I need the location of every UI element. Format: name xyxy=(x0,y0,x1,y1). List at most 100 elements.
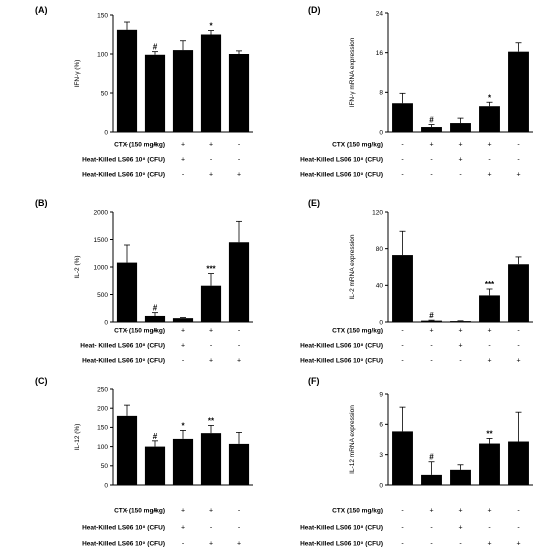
treatment-sign: + xyxy=(237,358,241,365)
y-tick-label: 150 xyxy=(97,425,108,432)
treatment-sign: + xyxy=(458,328,462,335)
y-tick-label: 16 xyxy=(376,50,384,57)
panel-label: (D) xyxy=(308,5,321,15)
treatment-sign: + xyxy=(237,541,241,548)
treatment-sign: + xyxy=(516,541,520,548)
treatment-sign: - xyxy=(126,343,129,350)
treatment-sign: - xyxy=(238,508,241,515)
treatment-sign: + xyxy=(458,157,462,164)
bar xyxy=(116,415,138,485)
bar xyxy=(116,262,138,322)
treatment-sign: - xyxy=(459,172,462,179)
treatment-sign: + xyxy=(487,172,491,179)
y-tick-label: 0 xyxy=(104,319,108,326)
bar xyxy=(392,431,413,485)
treatment-sign: - xyxy=(238,525,241,532)
treatment-sign: + xyxy=(487,541,491,548)
treatment-label: Heat-Killed LS06 10⁸ (CFU) xyxy=(300,525,383,532)
y-tick-label: 200 xyxy=(97,406,108,413)
treatment-sign: + xyxy=(458,508,462,515)
bar xyxy=(172,318,194,322)
treatment-sign: - xyxy=(154,172,157,179)
treatment-sign: - xyxy=(210,157,213,164)
treatment-sign: - xyxy=(517,525,520,532)
treatment-sign: + xyxy=(181,142,185,149)
treatment-sign: + xyxy=(209,508,213,515)
y-axis-label: IL-12 (%) xyxy=(74,424,81,451)
treatment-sign: + xyxy=(429,328,433,335)
panel-label: (B) xyxy=(35,198,48,208)
treatment-sign: - xyxy=(126,157,129,164)
bar xyxy=(479,106,500,132)
treatment-sign: - xyxy=(126,142,129,149)
bar xyxy=(508,51,529,132)
treatment-sign: - xyxy=(401,157,404,164)
significance-marker: ** xyxy=(208,416,215,425)
treatment-label: CTX (150 mg/kg) xyxy=(114,328,165,335)
treatment-label: CTX (150 mg/kg) xyxy=(114,142,165,149)
treatment-sign: - xyxy=(238,328,241,335)
treatment-sign: - xyxy=(430,358,433,365)
treatment-label: Heat- Killed LS06 10⁸ (CFU) xyxy=(80,343,165,350)
treatment-sign: + xyxy=(209,328,213,335)
panel-E: (E) 0 40 80 120 IL-2 mRNA expression # *** CTX (… xyxy=(300,198,533,365)
treatment-label: Heat-Killed LS06 10⁹ (CFU) xyxy=(82,358,165,365)
treatment-sign: + xyxy=(181,343,185,350)
panel-label: (C) xyxy=(35,376,48,386)
bar xyxy=(450,321,471,322)
y-axis-label: IFN-γ (%) xyxy=(74,60,81,88)
treatment-sign: - xyxy=(488,343,491,350)
treatment-sign: - xyxy=(517,142,520,149)
y-tick-label: 1000 xyxy=(94,264,109,271)
bar xyxy=(200,34,222,132)
bar xyxy=(200,285,222,322)
treatment-sign: - xyxy=(154,343,157,350)
treatment-sign: + xyxy=(209,142,213,149)
bar xyxy=(479,295,500,322)
treatment-sign: + xyxy=(458,525,462,532)
treatment-sign: + xyxy=(209,172,213,179)
bar xyxy=(172,438,194,485)
significance-marker: *** xyxy=(206,265,216,274)
bar xyxy=(144,446,166,485)
y-axis-label: IFN-γ mRNA expression xyxy=(349,37,356,107)
treatment-sign: - xyxy=(401,142,404,149)
y-tick-label: 0 xyxy=(379,482,383,489)
treatment-sign: - xyxy=(238,142,241,149)
bar xyxy=(144,54,166,132)
y-tick-label: 8 xyxy=(379,90,383,97)
treatment-sign: - xyxy=(154,541,157,548)
treatment-sign: - xyxy=(430,172,433,179)
treatment-sign: - xyxy=(154,525,157,532)
treatment-sign: - xyxy=(154,157,157,164)
treatment-label: CTX (150 mg/kg) xyxy=(332,508,383,515)
treatment-sign: + xyxy=(237,172,241,179)
treatment-sign: + xyxy=(181,328,185,335)
y-tick-label: 9 xyxy=(379,391,383,398)
treatment-label: CTX (150 mg/kg) xyxy=(332,142,383,149)
significance-marker: # xyxy=(153,43,158,52)
y-tick-label: 2000 xyxy=(94,209,109,216)
y-tick-label: 100 xyxy=(97,444,108,451)
y-tick-label: 3 xyxy=(379,452,383,459)
y-tick-label: 6 xyxy=(379,422,383,429)
bar xyxy=(421,320,442,322)
treatment-sign: - xyxy=(401,358,404,365)
treatment-label: Heat-Killed LS06 10⁸ (CFU) xyxy=(82,525,165,532)
treatment-sign: - xyxy=(430,157,433,164)
y-tick-label: 100 xyxy=(97,51,108,58)
y-tick-label: 40 xyxy=(376,283,384,290)
treatment-sign: - xyxy=(182,358,185,365)
bar xyxy=(228,443,250,485)
treatment-label: Heat-Killed LS06 10⁹ (CFU) xyxy=(300,172,383,179)
treatment-label: Heat-Killed LS06 10⁹ (CFU) xyxy=(82,541,165,548)
treatment-sign: - xyxy=(459,541,462,548)
treatment-sign: - xyxy=(238,157,241,164)
treatment-label: Heat-Killed LS06 10⁸ (CFU) xyxy=(300,343,383,350)
bar xyxy=(421,474,442,485)
panel-F: (F) 0 3 6 9 IL-12 mRNA expression # ** CTX (150 … xyxy=(300,376,533,548)
treatment-sign: - xyxy=(126,525,129,532)
treatment-label: CTX (150 mg/kg) xyxy=(114,508,165,515)
y-tick-label: 0 xyxy=(104,482,108,489)
